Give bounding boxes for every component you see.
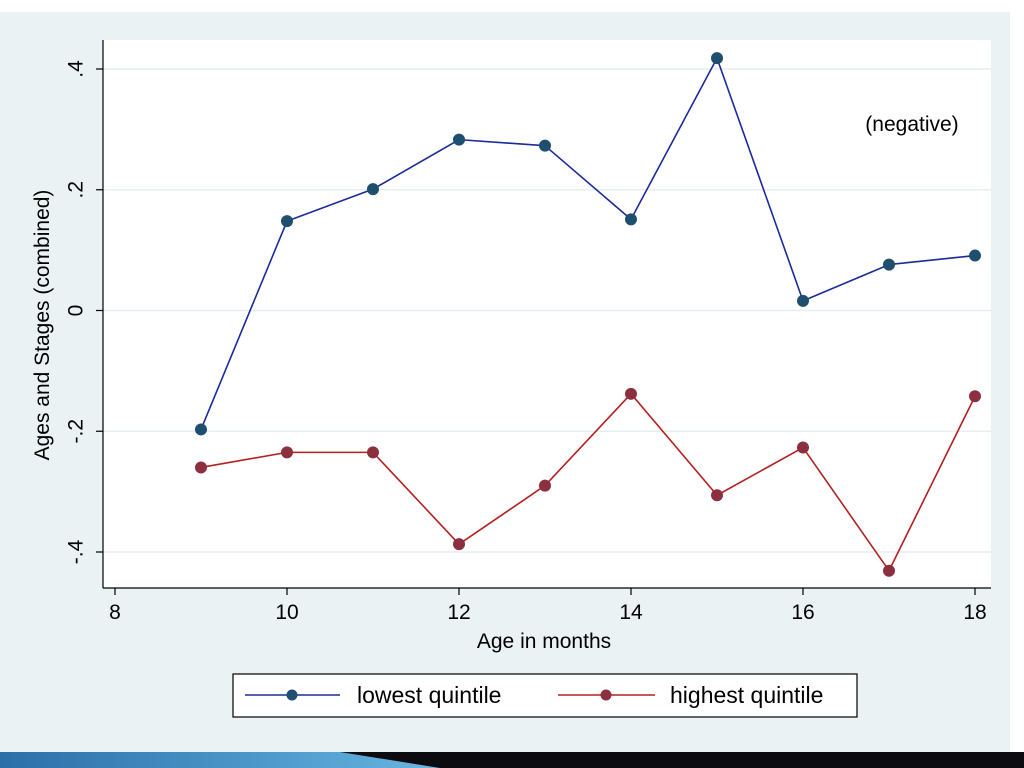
data-point	[195, 423, 207, 436]
x-tick-label: 18	[963, 601, 986, 624]
x-tick-label: 16	[791, 601, 814, 624]
data-point	[539, 479, 551, 492]
chart-frame: 8 10 12 14 16 18 -.4 -.2 0 .2 .4 (negative) Age i…	[0, 12, 1010, 752]
data-point	[453, 133, 465, 146]
line-chart: 8 10 12 14 16 18 -.4 -.2 0 .2 .4 (negative) Age i…	[31, 40, 991, 718]
grid-lines	[103, 68, 991, 553]
data-point	[367, 446, 379, 459]
data-point	[195, 461, 207, 474]
data-point	[625, 213, 637, 226]
y-axis-title: Ages and Stages (combined)	[31, 190, 54, 461]
series-lowest-quintile	[195, 52, 981, 436]
data-point	[711, 52, 723, 65]
annotation-text: (negative)	[865, 113, 958, 136]
y-tick-label: 0	[65, 305, 88, 317]
data-point	[281, 215, 293, 228]
x-tick-label: 10	[275, 601, 298, 624]
slide-footer-band	[0, 752, 1024, 768]
legend-marker-highest-quintile	[600, 689, 612, 701]
plot-area	[103, 40, 991, 588]
series-layer	[195, 52, 981, 577]
legend-label-lowest-quintile: lowest quintile	[357, 682, 501, 708]
data-point	[969, 249, 981, 262]
data-point	[539, 139, 551, 152]
series-highest-quintile	[195, 387, 981, 577]
legend: lowest quintile highest quintile	[232, 673, 858, 718]
series-line	[200, 393, 976, 572]
x-tick-label: 12	[447, 601, 470, 624]
data-point	[797, 441, 809, 454]
y-tick-label: -.2	[65, 419, 88, 444]
y-tick-label: -.4	[65, 539, 88, 564]
x-tick-label: 14	[619, 601, 643, 624]
data-point	[625, 387, 637, 400]
data-point	[883, 258, 895, 271]
data-point	[711, 489, 723, 502]
footer-dark-wedge	[340, 752, 1024, 768]
data-point	[883, 564, 895, 577]
legend-label-highest-quintile: highest quintile	[670, 682, 823, 708]
data-point	[281, 446, 293, 459]
x-axis-title: Age in months	[477, 630, 611, 653]
x-axis-ticks: 8 10 12 14 16 18	[109, 588, 987, 624]
data-point	[367, 183, 379, 196]
data-point	[797, 294, 809, 307]
y-tick-label: .2	[65, 181, 88, 199]
data-point	[969, 390, 981, 403]
series-line	[200, 57, 976, 430]
x-tick-label: 8	[109, 601, 121, 624]
legend-box	[232, 673, 858, 718]
y-tick-label: .4	[65, 60, 88, 78]
legend-marker-lowest-quintile	[286, 689, 298, 701]
y-axis-ticks: -.4 -.2 0 .2 .4	[65, 60, 103, 564]
data-point	[453, 538, 465, 551]
